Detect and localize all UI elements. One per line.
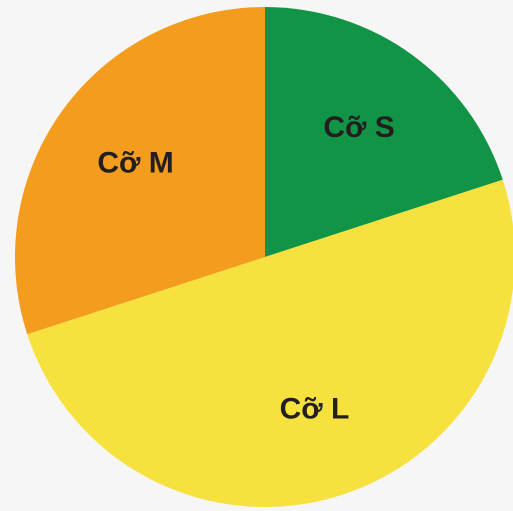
pie-slice-co-s — [265, 7, 503, 257]
slice-labels: Cỡ S Cỡ L Cỡ M — [97, 111, 394, 426]
pie-slice-co-l — [27, 179, 513, 507]
pie-slices — [14, 7, 513, 507]
slice-label-co-l: Cỡ L — [280, 393, 350, 426]
slice-label-co-m: Cỡ M — [97, 146, 173, 179]
slice-label-co-s: Cỡ S — [323, 111, 394, 144]
pie-slice-co-m — [14, 7, 265, 335]
